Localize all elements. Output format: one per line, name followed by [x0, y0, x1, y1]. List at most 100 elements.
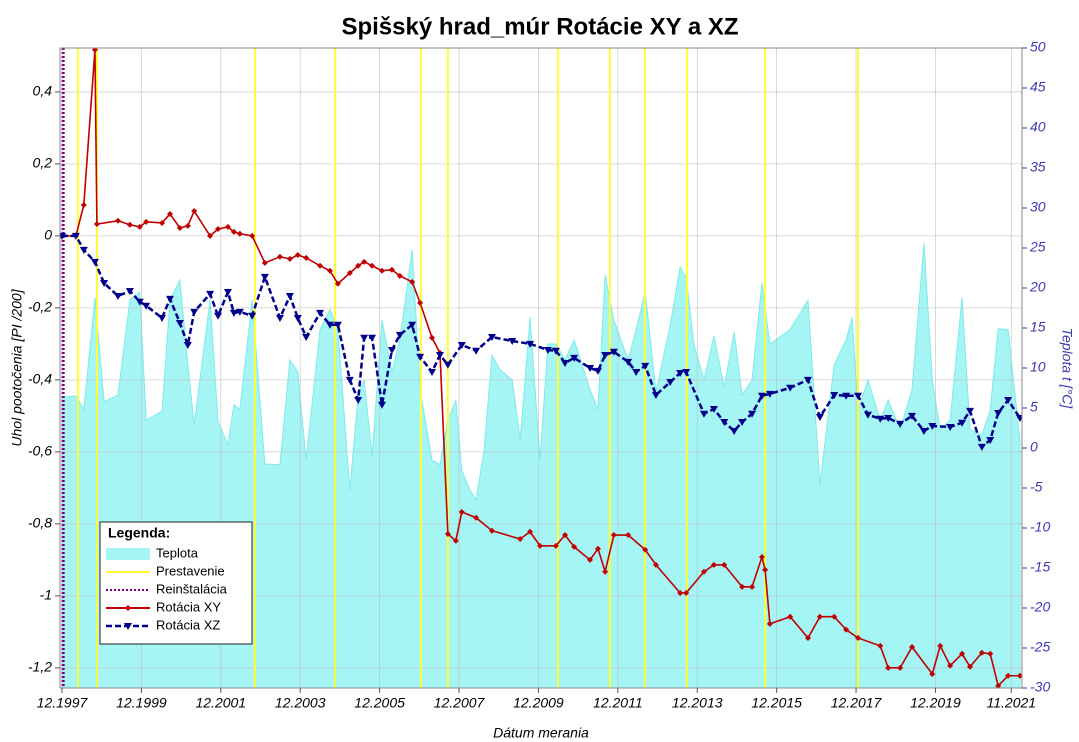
point-marker	[876, 415, 885, 423]
point-marker	[458, 508, 465, 515]
y2-tick-label: 30	[1030, 199, 1046, 215]
legend: Legenda: Teplota Prestavenie Reinštalácia Ro…	[99, 521, 253, 645]
point-marker	[275, 314, 284, 322]
point-marker	[804, 376, 813, 384]
point-marker	[91, 48, 98, 53]
point-marker	[537, 542, 544, 549]
point-marker	[1016, 415, 1022, 423]
point-marker	[766, 620, 773, 627]
point-marker	[286, 255, 293, 262]
point-marker	[334, 280, 341, 287]
y-tick-label: -0,8	[28, 515, 52, 531]
point-marker	[959, 650, 966, 657]
point-marker	[488, 527, 495, 534]
point-marker	[928, 422, 937, 430]
x-tick-label: 12.2019	[910, 695, 961, 711]
point-marker	[316, 309, 325, 317]
point-marker	[215, 226, 222, 233]
point-marker	[677, 589, 684, 596]
point-marker	[79, 246, 88, 254]
legend-label: Rotácia XZ	[156, 617, 220, 632]
legend-title: Legenda:	[108, 525, 170, 541]
point-marker	[966, 663, 973, 670]
point-marker	[570, 354, 579, 362]
point-marker	[416, 353, 425, 361]
y2-tick-label: 0	[1030, 439, 1038, 455]
legend-marker	[124, 623, 132, 630]
point-marker	[517, 535, 524, 542]
point-marker	[765, 390, 774, 398]
point-marker	[937, 642, 944, 649]
point-marker	[710, 561, 717, 568]
point-marker	[183, 341, 192, 349]
point-marker	[1017, 672, 1022, 679]
point-marker	[830, 391, 839, 399]
point-marker	[142, 302, 151, 310]
point-marker	[831, 613, 838, 620]
y-tick-label: -1,2	[28, 659, 52, 675]
point-marker	[230, 228, 237, 235]
point-marker	[80, 201, 87, 208]
point-marker	[610, 532, 617, 539]
point-marker	[176, 224, 183, 231]
x-axis-label: Dátum merania	[493, 725, 589, 741]
point-marker	[508, 338, 517, 346]
y2-tick-label: 15	[1030, 319, 1046, 335]
legend-marker	[125, 605, 131, 611]
point-marker	[184, 222, 191, 229]
y-tick-label: 0,4	[33, 83, 53, 99]
point-marker	[435, 352, 444, 360]
point-marker	[551, 347, 560, 355]
point-marker	[355, 262, 362, 269]
point-marker	[815, 413, 824, 421]
point-marker	[709, 406, 718, 414]
point-marker	[317, 262, 324, 269]
point-marker	[884, 415, 893, 423]
y-tick-label: -1	[40, 587, 52, 603]
point-marker	[377, 401, 386, 409]
point-marker	[293, 314, 302, 322]
point-marker	[93, 221, 100, 228]
point-marker	[175, 320, 184, 328]
y2-tick-label: -10	[1030, 519, 1050, 535]
point-marker	[854, 392, 863, 400]
point-marker	[651, 391, 660, 399]
point-marker	[472, 347, 481, 355]
point-marker	[587, 556, 594, 563]
point-marker	[877, 642, 884, 649]
y-tick-label: -0,2	[28, 299, 52, 315]
point-marker	[235, 308, 244, 316]
y2-tick-label: -20	[1030, 599, 1050, 615]
point-marker	[294, 251, 301, 258]
x-tick-label: 12.2001	[195, 695, 246, 711]
legend-label: Reinštalácia	[156, 581, 228, 596]
point-marker	[158, 314, 167, 322]
point-marker	[487, 334, 496, 342]
point-marker	[682, 368, 691, 376]
point-marker	[260, 273, 269, 281]
point-marker	[326, 267, 333, 274]
x-tick-label: 12.2007	[434, 695, 486, 711]
point-marker	[452, 537, 459, 544]
y2-tick-label: -5	[1030, 479, 1043, 495]
point-marker	[214, 312, 223, 320]
point-marker	[303, 254, 310, 261]
point-marker	[855, 634, 862, 641]
point-marker	[739, 583, 746, 590]
point-marker	[929, 670, 936, 677]
point-marker	[730, 427, 739, 435]
point-marker	[190, 308, 199, 316]
x-tick-label: 12.2011	[593, 695, 643, 711]
point-marker	[994, 409, 1003, 417]
point-marker	[285, 293, 294, 301]
point-marker	[543, 347, 552, 355]
point-marker	[749, 583, 756, 590]
point-marker	[958, 419, 967, 427]
point-marker	[586, 365, 595, 372]
point-marker	[396, 272, 403, 279]
point-marker	[166, 210, 173, 217]
point-marker	[395, 331, 404, 339]
point-marker	[885, 664, 892, 671]
point-marker	[897, 664, 904, 671]
point-marker	[345, 376, 354, 384]
